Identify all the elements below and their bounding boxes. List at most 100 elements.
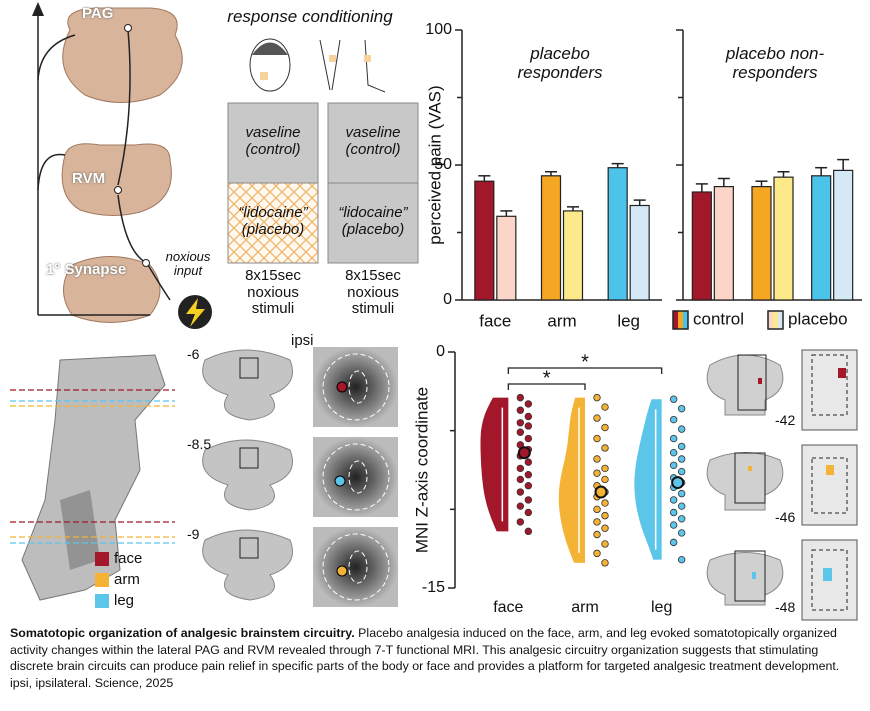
x-tick-label: leg [651, 599, 672, 616]
point [593, 518, 601, 526]
legend-swatch-frame [672, 310, 689, 330]
point [677, 455, 686, 463]
caption: Somatotopic organization of analgesic br… [10, 625, 862, 692]
bar [607, 167, 628, 301]
point [677, 515, 686, 523]
y-axis-label: MNI Z-axis coordinate [412, 387, 431, 553]
point [601, 540, 609, 548]
point [601, 464, 609, 473]
mean-point [517, 446, 531, 460]
caption-text: Placebo analgesia induced on the face, a… [10, 626, 840, 691]
mean-point [671, 476, 685, 490]
point [524, 422, 533, 430]
slice-level: -9 [187, 526, 200, 542]
label-synapse: 1° Synapse [46, 261, 127, 278]
ipsi-label: ipsi [291, 332, 314, 349]
significance-label: * [581, 351, 589, 373]
y-tick-label: 50 [434, 156, 452, 173]
point [601, 423, 609, 432]
y-tick-label: -15 [422, 579, 445, 596]
legend-swatch-frame [767, 310, 784, 330]
mean-point [594, 485, 608, 499]
conditioning-panel [227, 38, 419, 264]
significance-label: * [543, 367, 551, 389]
significance-bracket [507, 367, 663, 374]
brainstem-diagram [32, 2, 212, 329]
point [677, 489, 686, 498]
bar [691, 191, 712, 301]
caption-title: Somatotopic organization of analgesic br… [10, 626, 355, 640]
label-input: noxious input [165, 249, 211, 279]
point [516, 406, 525, 414]
violin [480, 397, 509, 532]
point [516, 502, 525, 510]
point [516, 393, 525, 402]
point [524, 412, 533, 421]
bar [751, 186, 772, 301]
point [677, 555, 686, 564]
legend-swatch [678, 311, 683, 329]
bar [540, 175, 562, 301]
box-text: vaseline (control) [345, 124, 401, 158]
y-tick-label: 0 [436, 343, 445, 360]
slice-level: -8.5 [187, 436, 212, 452]
point [593, 414, 601, 422]
point [601, 475, 609, 484]
point [524, 471, 533, 479]
bar [833, 169, 854, 301]
point [669, 461, 678, 469]
point [677, 529, 686, 537]
point [669, 395, 678, 403]
violin [634, 399, 662, 560]
point [524, 434, 533, 443]
point [516, 488, 525, 496]
x-tick-label: arm [571, 599, 599, 616]
legend-label: leg [114, 592, 135, 609]
point [593, 505, 601, 514]
point [677, 404, 686, 413]
point [601, 403, 609, 411]
significance-bracket [507, 383, 586, 390]
point [601, 524, 609, 532]
bar [474, 180, 495, 301]
point [516, 518, 525, 526]
box-text: “lidocaine” (placebo) [238, 204, 308, 238]
point [516, 419, 525, 427]
point [593, 455, 601, 463]
point [524, 400, 533, 408]
point [601, 559, 609, 567]
legend-label: placebo [788, 309, 848, 328]
legend-swatch [768, 311, 773, 329]
legend-swatch [683, 311, 688, 329]
panel-title: placebo responders [517, 44, 603, 82]
point [669, 415, 678, 424]
y-tick-label: 0 [443, 291, 452, 308]
bar [562, 210, 584, 301]
slice-level: -46 [775, 509, 796, 525]
x-tick-label: leg [617, 311, 640, 330]
point [677, 442, 686, 451]
y-axis-label: perceived pain (VAS) [425, 85, 444, 244]
violin [558, 397, 585, 563]
point [516, 475, 525, 484]
point [524, 508, 533, 517]
point [677, 467, 686, 476]
bar [629, 204, 650, 301]
x-tick-label: face [479, 311, 511, 330]
y-tick-label: 100 [425, 21, 452, 38]
legend-label: face [114, 550, 143, 567]
slice-level: -6 [187, 346, 200, 362]
mri-slices [10, 347, 858, 621]
point [516, 464, 525, 473]
point [677, 425, 686, 433]
panel-title: placebo non-responders [725, 44, 825, 82]
point [601, 499, 609, 507]
legend-label: arm [114, 571, 140, 588]
point [669, 496, 678, 504]
point [516, 428, 525, 436]
point [601, 511, 609, 520]
point [593, 393, 601, 402]
x-tick-label: face [493, 599, 523, 616]
point [669, 434, 678, 443]
